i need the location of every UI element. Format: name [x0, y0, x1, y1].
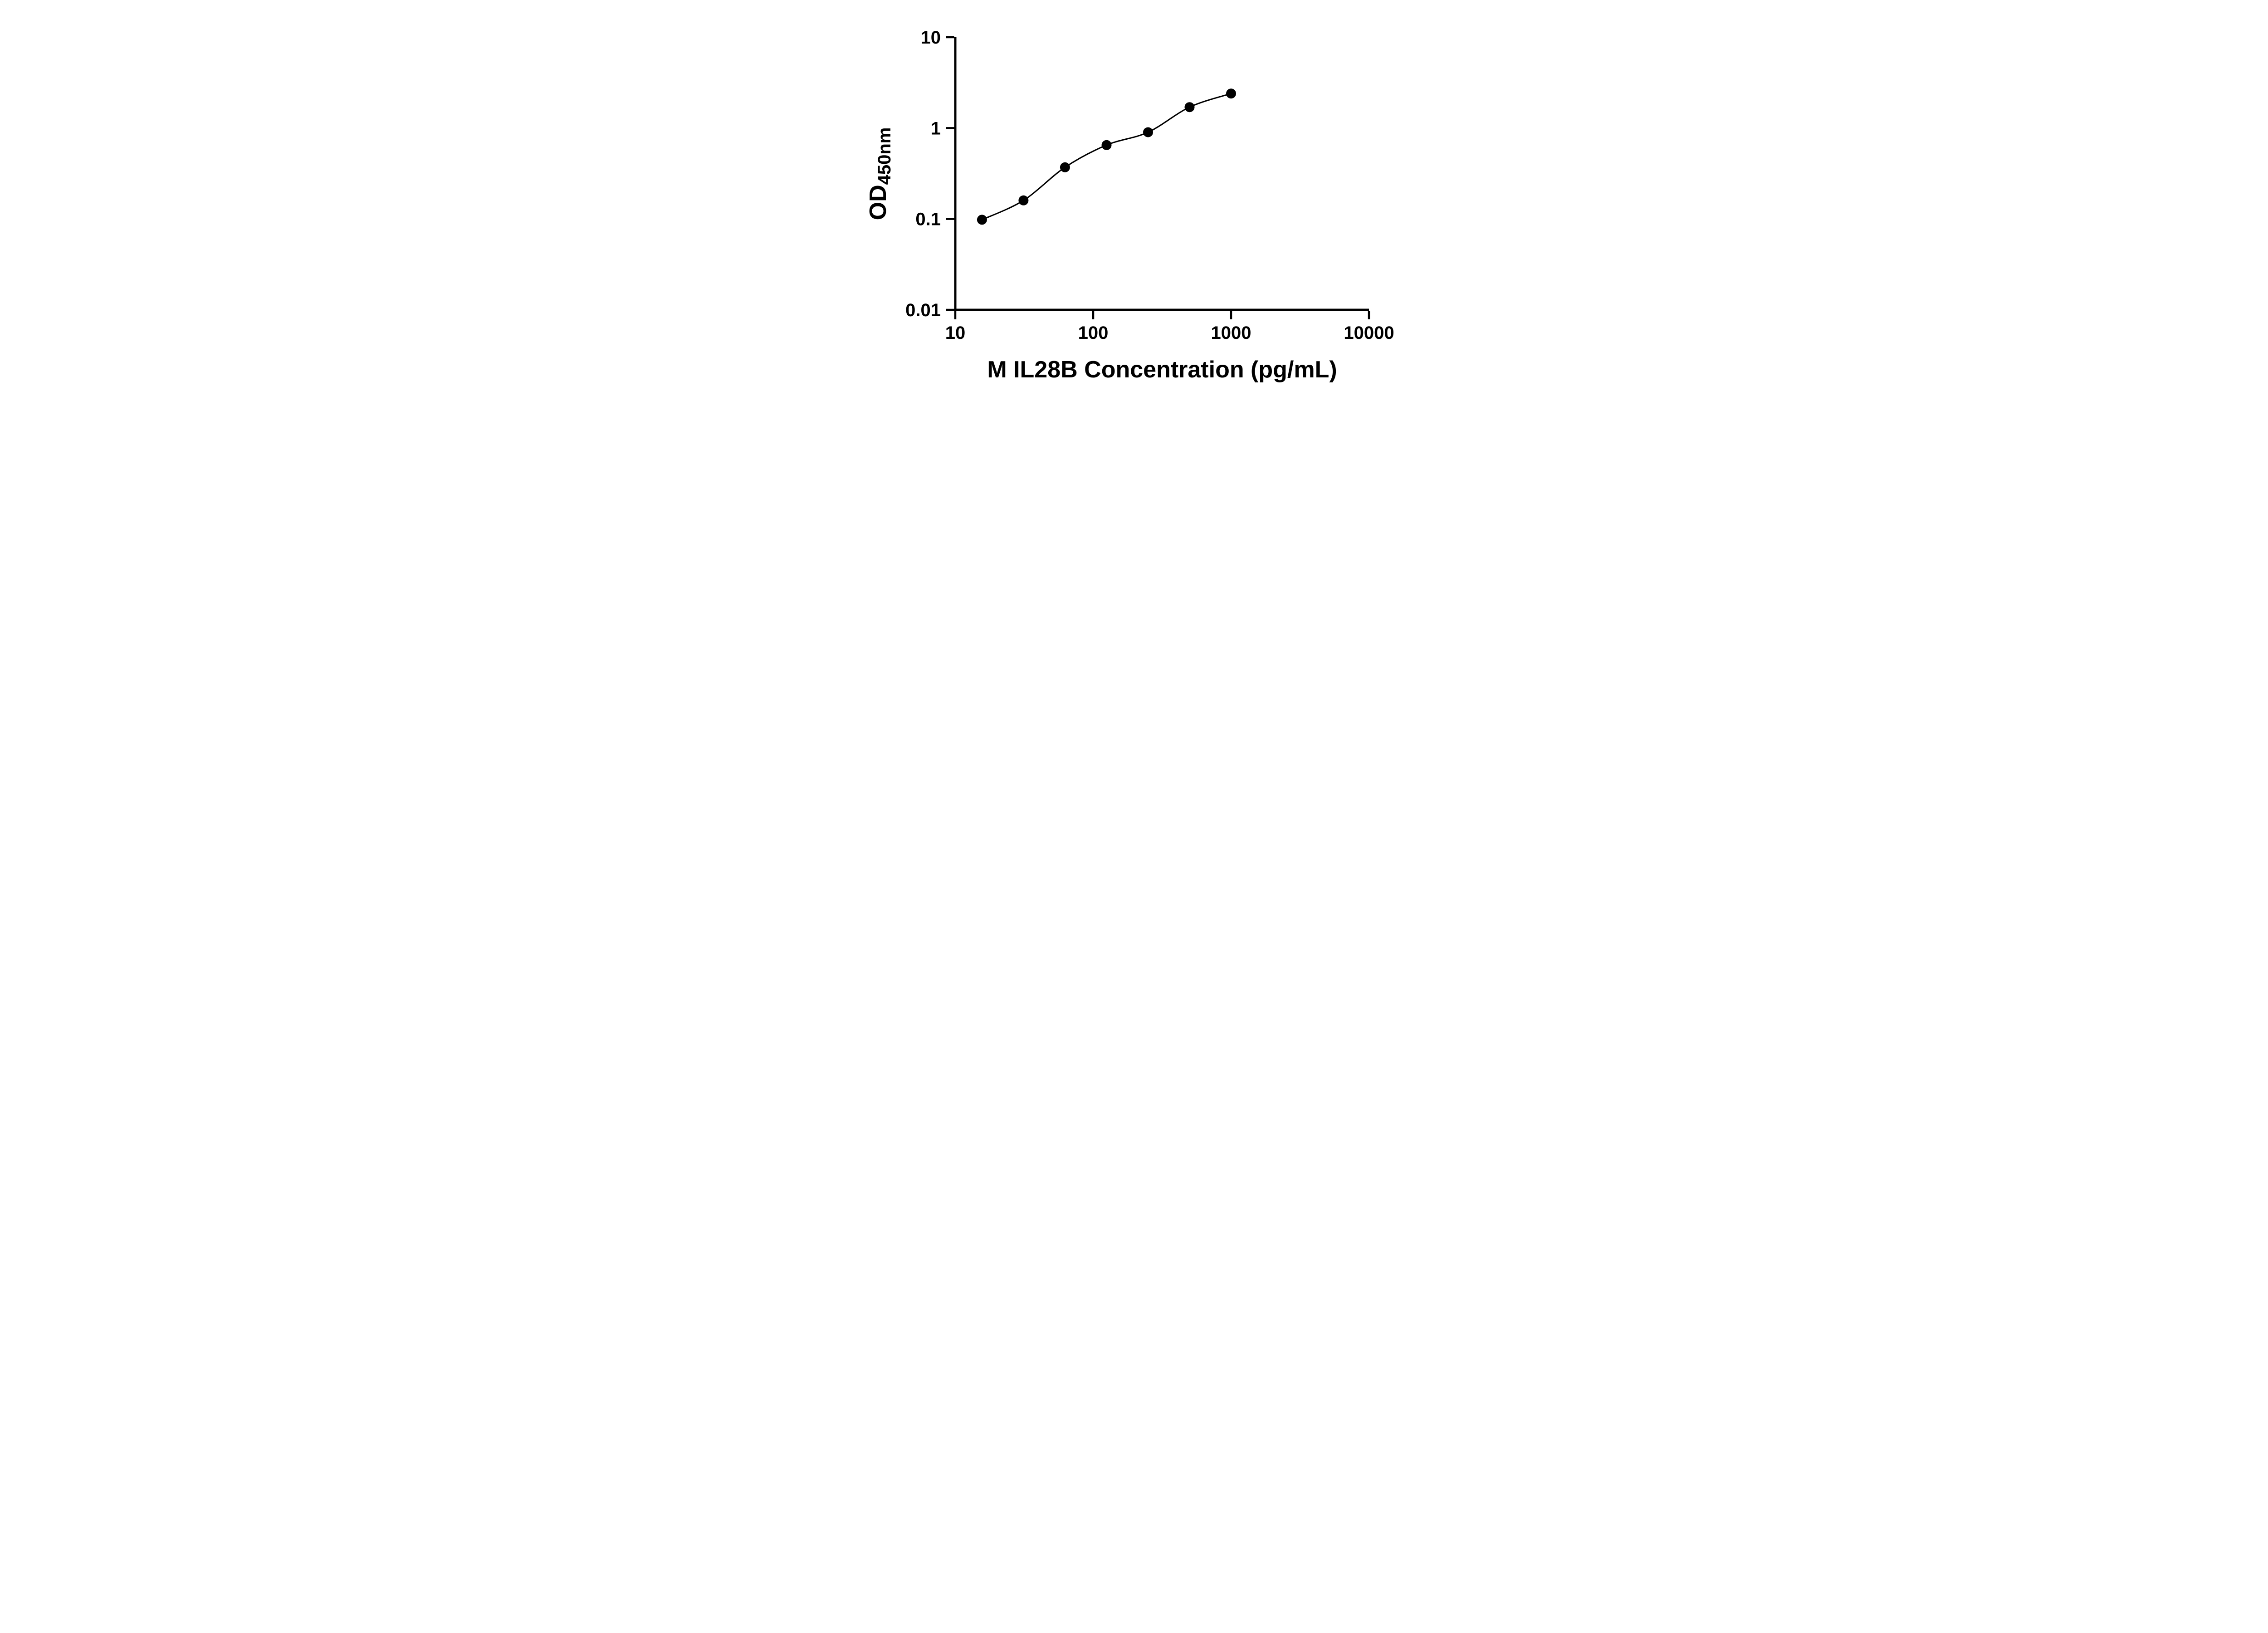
data-point-marker [1018, 195, 1028, 205]
axis-lines [954, 37, 1369, 311]
x-tick-label: 10 [945, 323, 965, 343]
data-point-marker [1184, 102, 1194, 112]
data-point-marker [1226, 88, 1236, 99]
plot-area: 10 100 1000 10000 0.01 0.1 1 10 M IL28B Concent… [865, 28, 1394, 383]
elisa-standard-curve-figure: 10 100 1000 10000 0.01 0.1 1 10 M IL28B Concent… [842, 0, 1426, 408]
y-tick-label: 1 [930, 118, 940, 138]
y-axis-title-main: OD [865, 185, 891, 220]
data-point-marker [977, 215, 987, 225]
y-axis-title: OD450nm [865, 127, 894, 220]
data-series [977, 88, 1236, 225]
data-point-marker [1143, 127, 1153, 137]
data-point-marker [1060, 162, 1070, 172]
data-point-marker [1101, 140, 1111, 150]
y-tick-label: 0.1 [915, 210, 941, 230]
y-tick-label: 0.01 [905, 300, 941, 320]
x-tick-label: 10000 [1344, 323, 1394, 343]
x-tick-label: 100 [1078, 323, 1108, 343]
x-axis-title: M IL28B Concentration (pg/mL) [987, 357, 1337, 383]
y-tick-label: 10 [920, 28, 941, 48]
x-tick-label: 1000 [1211, 323, 1251, 343]
ticks: 10 100 1000 10000 0.01 0.1 1 10 [905, 28, 1394, 343]
axes [954, 37, 1369, 311]
y-axis-title-sub: 450nm [875, 127, 894, 185]
